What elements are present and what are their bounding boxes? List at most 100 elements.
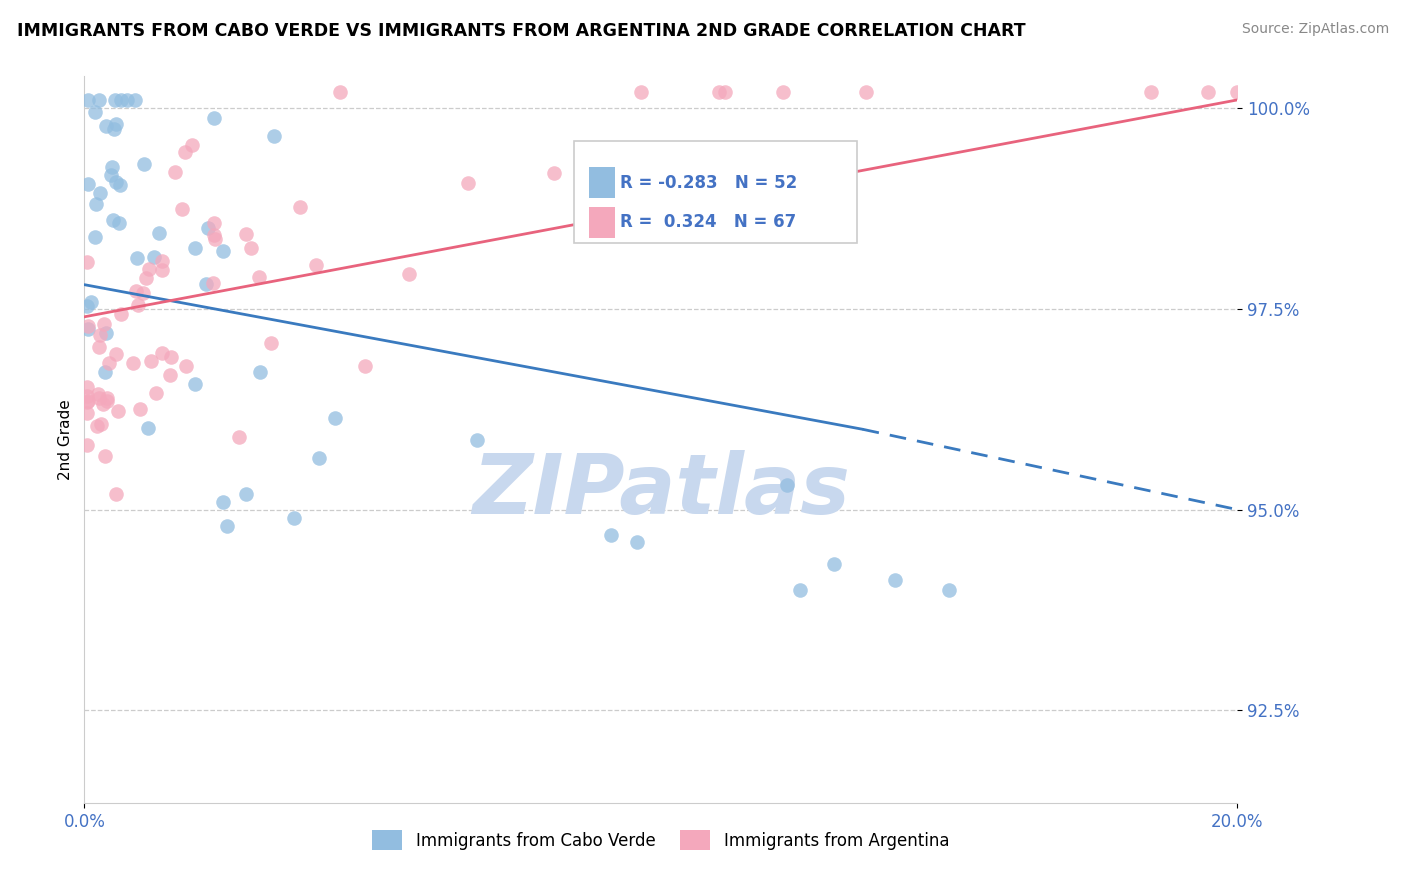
Point — [150, 253, 173, 268]
Point — [398, 267, 420, 281]
Point — [100, 168, 122, 182]
Point — [87, 387, 110, 401]
Point — [194, 277, 217, 292]
Point — [884, 573, 907, 587]
Point — [235, 227, 257, 241]
Point — [76, 321, 98, 335]
Point — [626, 534, 648, 549]
Point — [308, 451, 330, 466]
Point — [1226, 85, 1249, 99]
Point — [76, 394, 98, 409]
Point — [105, 175, 128, 189]
Text: ZIPatlas: ZIPatlas — [472, 450, 849, 531]
FancyBboxPatch shape — [589, 168, 614, 198]
Legend: Immigrants from Cabo Verde, Immigrants from Argentina: Immigrants from Cabo Verde, Immigrants f… — [366, 823, 956, 856]
Point — [110, 93, 132, 107]
Point — [103, 121, 125, 136]
Point — [212, 494, 235, 508]
Point — [105, 117, 128, 131]
Point — [201, 276, 224, 290]
Point — [180, 138, 202, 153]
Point — [353, 359, 375, 373]
Point — [249, 270, 271, 285]
Point — [138, 421, 160, 435]
Point — [84, 229, 107, 244]
Point — [707, 85, 730, 99]
Point — [599, 528, 621, 542]
Point — [938, 582, 960, 597]
Text: R =  0.324   N = 67: R = 0.324 N = 67 — [620, 213, 797, 231]
Point — [80, 294, 103, 309]
Point — [465, 433, 488, 447]
Point — [104, 93, 127, 107]
Point — [103, 213, 125, 227]
Point — [127, 298, 149, 312]
Point — [93, 318, 115, 332]
Point — [789, 582, 811, 597]
Point — [235, 486, 257, 500]
Point — [283, 510, 305, 524]
Point — [94, 326, 117, 340]
Point — [288, 200, 311, 214]
Point — [263, 129, 285, 144]
Point — [76, 178, 98, 192]
FancyBboxPatch shape — [589, 207, 614, 237]
Point — [772, 85, 794, 99]
Point — [305, 258, 328, 272]
Point — [160, 350, 183, 364]
Point — [217, 518, 239, 533]
Point — [148, 226, 170, 240]
Point — [91, 397, 114, 411]
Point — [145, 386, 167, 401]
Point — [86, 196, 108, 211]
Point — [90, 417, 112, 432]
Point — [108, 178, 131, 192]
Point — [174, 359, 197, 373]
Point — [1198, 85, 1220, 99]
Point — [249, 365, 271, 379]
Point — [457, 176, 479, 190]
Point — [107, 403, 129, 417]
Point — [76, 255, 98, 269]
Point — [170, 202, 193, 216]
Text: Source: ZipAtlas.com: Source: ZipAtlas.com — [1241, 22, 1389, 37]
Point — [204, 232, 226, 246]
Point — [202, 216, 225, 230]
Point — [128, 401, 150, 416]
Point — [89, 186, 111, 200]
Point — [184, 377, 207, 392]
Point — [132, 285, 155, 300]
Point — [184, 241, 207, 255]
Point — [260, 335, 283, 350]
Y-axis label: 2nd Grade: 2nd Grade — [58, 399, 73, 480]
Point — [204, 228, 226, 243]
Point — [89, 327, 111, 342]
Point — [86, 418, 108, 433]
Text: IMMIGRANTS FROM CABO VERDE VS IMMIGRANTS FROM ARGENTINA 2ND GRADE CORRELATION CH: IMMIGRANTS FROM CABO VERDE VS IMMIGRANTS… — [17, 22, 1025, 40]
Point — [110, 307, 132, 321]
Point — [132, 157, 155, 171]
Point — [211, 244, 233, 258]
Point — [76, 393, 98, 408]
Point — [240, 241, 263, 255]
Point — [855, 85, 877, 99]
Point — [77, 318, 100, 333]
Point — [87, 340, 110, 354]
Point — [96, 393, 118, 408]
Point — [76, 438, 98, 452]
Point — [630, 85, 652, 99]
Point — [143, 250, 166, 264]
Point — [125, 252, 148, 266]
Text: R = -0.283   N = 52: R = -0.283 N = 52 — [620, 174, 797, 192]
Point — [150, 346, 173, 360]
Point — [139, 353, 162, 368]
Point — [197, 220, 219, 235]
Point — [135, 271, 157, 285]
Point — [105, 486, 128, 500]
Point — [76, 389, 98, 403]
Point — [329, 85, 352, 99]
Point — [84, 105, 107, 120]
Point — [93, 449, 115, 463]
Point — [101, 160, 124, 174]
Point — [104, 347, 127, 361]
